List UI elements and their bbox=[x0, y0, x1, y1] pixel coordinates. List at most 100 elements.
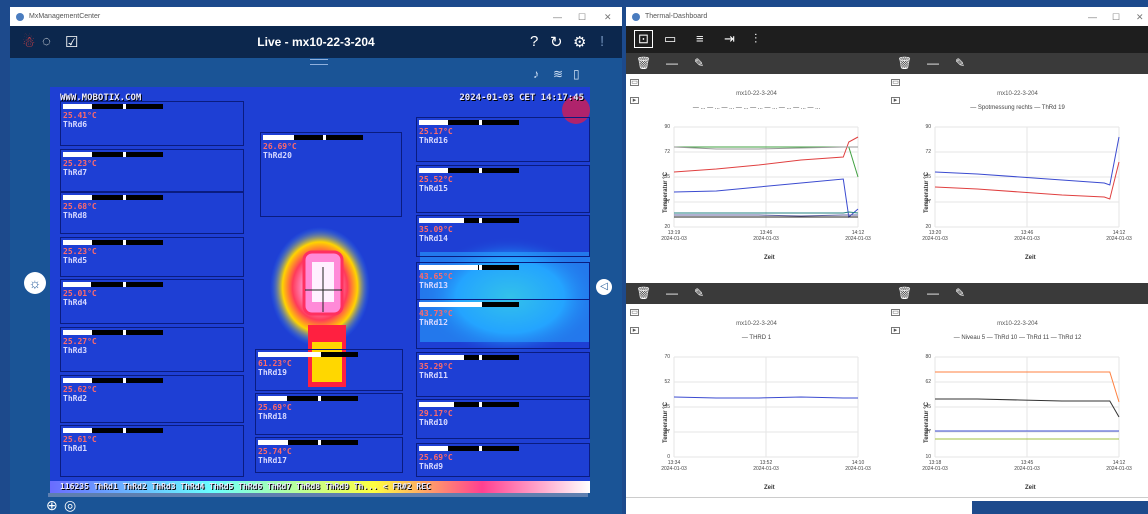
y-tick-label: 35 bbox=[658, 404, 670, 410]
speaker-icon[interactable]: ≋ bbox=[553, 67, 563, 81]
zone-label: ThRd12 bbox=[419, 318, 448, 327]
y-tick-label: 45 bbox=[919, 404, 931, 410]
zoom-add-icon[interactable]: ⊕ bbox=[46, 497, 58, 514]
thermal-dashboard-window: Thermal-Dashboard — ☐ ✕ ⊡ ▭ ≡ ⇥ ⫶ 🗑 — ✎ ▭ … bbox=[626, 7, 1148, 514]
chart-panel-3: 🗑 — ✎ ▭ ▸ mx10-22-3-204 — THRD 1 Temperatu… bbox=[626, 283, 887, 508]
chart-panel-1: 🗑 — ✎ ▭ ▸ mx10-22-3-204 — ... — ... — ... … bbox=[626, 53, 887, 278]
export-icon[interactable]: ⇥ bbox=[724, 31, 735, 47]
taskbar-strip bbox=[972, 501, 1148, 514]
zone-temperature: 25.52°C bbox=[419, 175, 453, 184]
audio-icon[interactable]: ♪ bbox=[533, 67, 539, 81]
y-tick-label: 90 bbox=[658, 124, 670, 130]
thermal-zone-thrd11[interactable]: 35.29°C ThRd11 bbox=[416, 352, 590, 397]
thermal-zone-thrd8[interactable]: 25.68°C ThRd8 bbox=[60, 192, 244, 234]
thermal-zone-thrd3[interactable]: 25.27°C ThRd3 bbox=[60, 327, 244, 372]
list-icon[interactable]: ≡ bbox=[696, 31, 704, 46]
dashboard-toolbar: ⊡ ▭ ≡ ⇥ ⫶ bbox=[626, 26, 1148, 53]
chart-panel-2: 🗑 — ✎ ▭ ▸ mx10-22-3-204 — Spotmessung rech… bbox=[887, 53, 1148, 278]
zone-temperature: 26.69°C bbox=[263, 142, 297, 151]
zone-label: ThRd6 bbox=[63, 120, 87, 129]
thermal-zone-thrd5[interactable]: 25.23°C ThRd5 bbox=[60, 237, 244, 277]
thermal-camera-view[interactable]: WWW.MOBOTIX.COM 2024-01-03 CET 14:17:45 … bbox=[50, 87, 590, 493]
zone-temperature: 35.09°C bbox=[419, 225, 453, 234]
y-tick-label: 62 bbox=[919, 379, 931, 385]
y-tick-label: 27 bbox=[919, 429, 931, 435]
lock-icon[interactable]: ⊡ bbox=[634, 30, 653, 48]
thermal-zone-thrd12[interactable]: 43.73°C ThRd12 bbox=[416, 299, 590, 349]
left-title-bar: MxManagementCenter — ☐ ✕ bbox=[10, 7, 622, 26]
zone-label: ThRd10 bbox=[419, 418, 448, 427]
zone-label: ThRd11 bbox=[419, 371, 448, 380]
zone-label: ThRd15 bbox=[419, 184, 448, 193]
thermal-zone-thrd18[interactable]: 25.69°C ThRd18 bbox=[255, 393, 403, 435]
minimize-button[interactable]: — bbox=[1088, 12, 1097, 22]
camera-footer: 116235 ThRd1 ThRd2 ThRd3 ThRd4 ThRd5 ThR… bbox=[60, 482, 431, 491]
location-icon[interactable]: ◎ bbox=[64, 497, 76, 514]
y-tick-label: 55 bbox=[658, 174, 670, 180]
thermal-zone-thrd9[interactable]: 25.69°C ThRd9 bbox=[416, 443, 590, 477]
settings-icon[interactable]: ⚙ bbox=[573, 33, 586, 51]
thermal-zone-thrd20[interactable]: 26.69°C ThRd20 bbox=[260, 132, 402, 217]
thermal-zone-thrd6[interactable]: 25.41°C ThRd6 bbox=[60, 101, 244, 146]
close-button[interactable]: ✕ bbox=[1136, 12, 1144, 23]
close-button[interactable]: ✕ bbox=[604, 12, 612, 23]
brightness-icon[interactable]: ☼ bbox=[24, 272, 46, 294]
zone-level-bar bbox=[63, 378, 163, 383]
monitor-icon[interactable]: ▭ bbox=[664, 31, 676, 47]
alert-icon[interactable]: ! bbox=[600, 33, 604, 50]
zone-label: ThRd1 bbox=[63, 444, 87, 453]
y-tick-label: 80 bbox=[919, 354, 931, 360]
thermal-zone-thrd4[interactable]: 25.01°C ThRd4 bbox=[60, 279, 244, 324]
live-header: ☃ ◌ ☑ Live - mx10-22-3-204 ? ↻ ⚙ ! bbox=[10, 26, 622, 58]
thermal-zone-thrd10[interactable]: 29.17°C ThRd10 bbox=[416, 399, 590, 439]
zone-label: ThRd20 bbox=[263, 151, 292, 160]
volume-icon[interactable]: ◁ bbox=[596, 279, 612, 295]
thermal-zone-thrd17[interactable]: 25.74°C ThRd17 bbox=[255, 437, 403, 473]
x-tick-label: 13:52 2024-01-03 bbox=[748, 460, 784, 472]
zone-level-bar bbox=[63, 195, 163, 200]
zone-temperature: 25.01°C bbox=[63, 289, 97, 298]
zone-temperature: 25.23°C bbox=[63, 159, 97, 168]
zone-label: ThRd5 bbox=[63, 256, 87, 265]
chart-icon[interactable]: ⫶ bbox=[754, 31, 757, 47]
zone-temperature: 25.69°C bbox=[419, 453, 453, 462]
thermal-zone-thrd14[interactable]: 35.09°C ThRd14 bbox=[416, 215, 590, 257]
timeline-scrollbar[interactable] bbox=[48, 493, 588, 497]
thermal-zone-thrd2[interactable]: 25.62°C ThRd2 bbox=[60, 375, 244, 423]
zone-level-bar bbox=[419, 355, 519, 360]
refresh-icon[interactable]: ↻ bbox=[550, 33, 563, 51]
minimize-button[interactable]: — bbox=[553, 12, 562, 22]
zone-label: ThRd7 bbox=[63, 168, 87, 177]
zone-level-bar bbox=[63, 104, 163, 109]
y-tick-label: 37 bbox=[919, 199, 931, 205]
thermal-zone-thrd15[interactable]: 25.52°C ThRd15 bbox=[416, 165, 590, 213]
y-tick-label: 52 bbox=[658, 379, 670, 385]
zone-label: ThRd4 bbox=[63, 298, 87, 307]
thermal-zone-thrd16[interactable]: 25.17°C ThRd16 bbox=[416, 117, 590, 162]
zone-label: ThRd14 bbox=[419, 234, 448, 243]
mxmanagementcenter-window: MxManagementCenter — ☐ ✕ ☃ ◌ ☑ Live - mx… bbox=[10, 7, 622, 514]
zone-level-bar bbox=[258, 352, 358, 357]
right-window-title: Thermal-Dashboard bbox=[645, 13, 707, 20]
maximize-button[interactable]: ☐ bbox=[1112, 12, 1120, 23]
zone-level-bar bbox=[419, 120, 519, 125]
zone-label: ThRd9 bbox=[419, 462, 443, 471]
thermal-zone-thrd19[interactable]: 61.23°C ThRd19 bbox=[255, 349, 403, 391]
thermal-zone-thrd7[interactable]: 25.23°C ThRd7 bbox=[60, 149, 244, 192]
zone-level-bar bbox=[63, 152, 163, 157]
zone-level-bar bbox=[258, 440, 358, 445]
zone-temperature: 43.65°C bbox=[419, 272, 453, 281]
export-icon[interactable]: ▯ bbox=[573, 67, 580, 81]
help-icon[interactable]: ? bbox=[530, 33, 538, 50]
maximize-button[interactable]: ☐ bbox=[578, 12, 586, 23]
thermal-zone-thrd13[interactable]: 43.65°C ThRd13 bbox=[416, 262, 590, 300]
zone-label: ThRd18 bbox=[258, 412, 287, 421]
zone-level-bar bbox=[263, 135, 363, 140]
dashboard-app-icon bbox=[632, 13, 640, 21]
drag-handle[interactable] bbox=[310, 59, 328, 65]
zone-temperature: 25.23°C bbox=[63, 247, 97, 256]
thermal-zone-thrd1[interactable]: 25.61°C ThRd1 bbox=[60, 425, 244, 477]
zone-temperature: 25.17°C bbox=[419, 127, 453, 136]
zone-level-bar bbox=[419, 168, 519, 173]
line-chart bbox=[887, 283, 1148, 508]
